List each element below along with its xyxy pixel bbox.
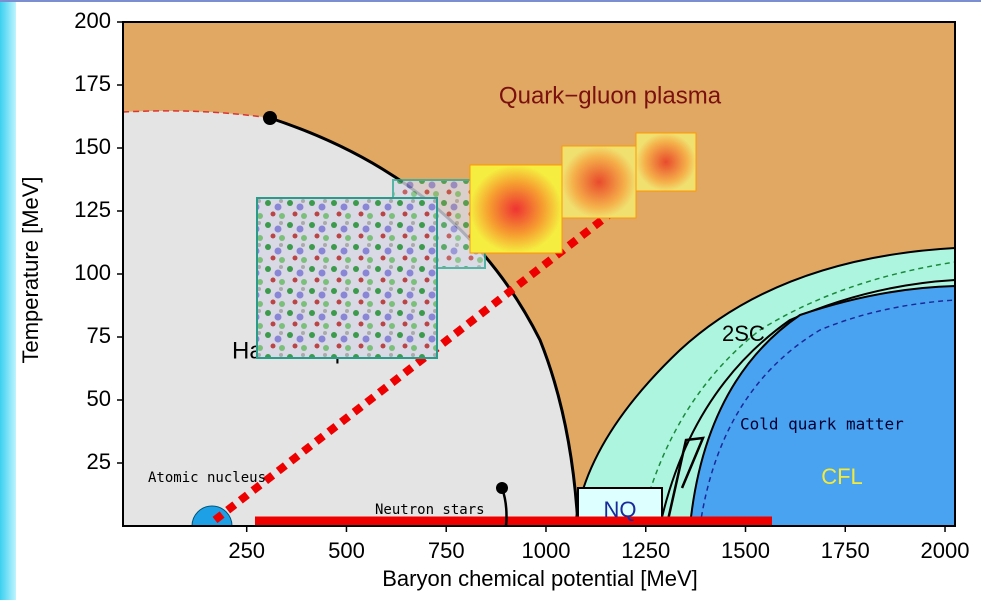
y-tick-label: 100 (74, 260, 111, 285)
annotation: NQ (604, 497, 637, 522)
y-axis-label: Temperature [MeV] (18, 176, 43, 363)
endpoint (496, 482, 508, 494)
annotation: Quark−gluon plasma (499, 82, 722, 109)
phase-boundary (269, 116, 580, 527)
x-axis-label: Baryon chemical potential [MeV] (382, 566, 698, 591)
snapshot (635, 132, 697, 192)
annotation: 2SC (722, 321, 765, 346)
x-tick-label: 250 (228, 538, 265, 563)
critical-point (263, 111, 277, 125)
y-tick-label: 25 (87, 449, 111, 474)
x-tick-label: 1000 (522, 538, 571, 563)
crossover (122, 110, 271, 119)
cfl-line (699, 299, 956, 527)
snapshot (469, 164, 563, 254)
cfl-region (688, 284, 956, 527)
y-tick-label: 75 (87, 323, 111, 348)
snapshot (561, 145, 637, 219)
side-bar (0, 0, 16, 600)
twosc-line (639, 261, 956, 527)
x-tick-label: 1500 (721, 538, 770, 563)
x-tick-label: 2000 (921, 538, 970, 563)
collision-path (212, 206, 618, 524)
annotation: Cold quark matter (740, 415, 904, 434)
first-order-lines (666, 436, 705, 521)
nucleus (191, 505, 233, 527)
x-tick-label: 1250 (621, 538, 670, 563)
annotation: Atomic nucleus (148, 470, 266, 486)
annotation: CFL (821, 464, 863, 489)
snapshot (256, 197, 438, 359)
y-tick-label: 50 (87, 386, 111, 411)
x-tick-label: 500 (328, 538, 365, 563)
y-tick-label: 175 (74, 71, 111, 96)
y-tick-label: 200 (74, 8, 111, 33)
annotation: Neutron stars (375, 502, 485, 518)
y-tick-label: 150 (74, 134, 111, 159)
x-tick-label: 750 (428, 538, 465, 563)
x-tick-label: 1750 (821, 538, 870, 563)
y-tick-label: 125 (74, 197, 111, 222)
